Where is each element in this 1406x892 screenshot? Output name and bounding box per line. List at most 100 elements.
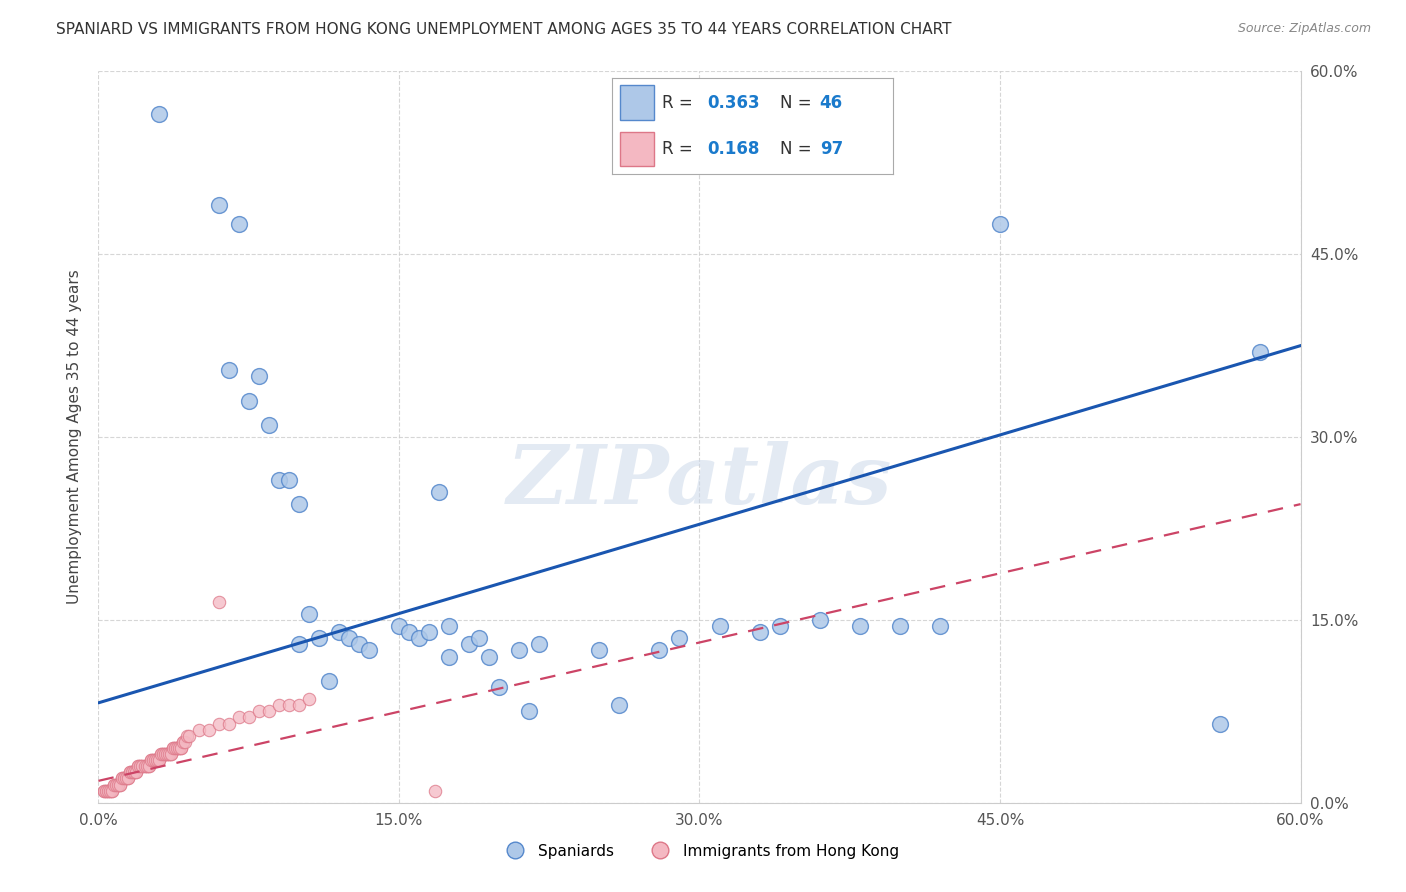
Point (277, 698, 299, 713)
Point (197, 723, 219, 737)
Point (427, 485, 450, 500)
Point (167, 740, 190, 755)
Point (748, 625, 770, 640)
Point (458, 637, 481, 651)
Point (388, 619, 411, 633)
Point (138, 759, 160, 773)
Point (169, 740, 191, 755)
Point (107, 778, 129, 792)
Point (177, 729, 200, 743)
Point (508, 643, 530, 657)
Text: 46: 46 (820, 94, 842, 112)
Point (328, 625, 350, 640)
Point (173, 735, 195, 749)
Point (152, 747, 174, 761)
Point (588, 643, 610, 657)
Point (288, 497, 311, 511)
Point (145, 753, 167, 767)
Point (114, 772, 136, 786)
Point (157, 747, 180, 761)
Point (115, 772, 138, 786)
Point (93, 783, 115, 797)
Point (93, 783, 115, 797)
Point (148, 753, 170, 767)
Point (288, 637, 311, 651)
Point (238, 710, 260, 724)
Point (277, 473, 299, 487)
Legend: Spaniards, Immigrants from Hong Kong: Spaniards, Immigrants from Hong Kong (494, 838, 905, 864)
Point (408, 632, 430, 646)
Point (228, 710, 250, 724)
Point (152, 747, 174, 761)
Point (148, 753, 170, 767)
Point (298, 692, 321, 706)
Point (101, 783, 124, 797)
Point (111, 772, 134, 786)
Point (131, 759, 153, 773)
Point (1250, 344, 1272, 359)
Point (131, 759, 153, 773)
Point (114, 772, 136, 786)
Point (121, 765, 143, 780)
Point (298, 607, 321, 621)
Point (139, 753, 162, 767)
Point (437, 649, 460, 664)
Point (107, 778, 129, 792)
Point (929, 619, 952, 633)
Point (488, 680, 510, 694)
Point (668, 632, 690, 646)
Point (103, 778, 125, 792)
Point (143, 753, 166, 767)
Bar (620, 131, 654, 166)
Point (267, 698, 290, 713)
Point (115, 772, 138, 786)
Text: N =: N = (780, 94, 817, 112)
Point (709, 619, 731, 633)
Point (124, 765, 146, 780)
Text: 0.363: 0.363 (707, 94, 759, 112)
Point (288, 698, 311, 713)
Point (167, 740, 190, 755)
Point (517, 705, 540, 719)
Point (159, 747, 181, 761)
Point (121, 765, 143, 780)
Point (247, 369, 270, 384)
Point (134, 759, 156, 773)
Point (257, 705, 280, 719)
Point (529, 637, 551, 651)
Point (808, 613, 831, 627)
Point (267, 473, 290, 487)
Point (128, 759, 150, 773)
Point (100, 783, 122, 797)
Point (218, 716, 240, 731)
Point (208, 716, 231, 731)
Point (418, 625, 440, 640)
Point (208, 594, 231, 608)
Point (247, 705, 270, 719)
Point (163, 740, 186, 755)
Y-axis label: Unemployment Among Ages 35 to 44 years: Unemployment Among Ages 35 to 44 years (66, 269, 82, 605)
Point (145, 753, 167, 767)
Text: Source: ZipAtlas.com: Source: ZipAtlas.com (1237, 22, 1371, 36)
Text: 0.168: 0.168 (707, 140, 759, 158)
Point (609, 698, 631, 713)
Point (176, 729, 198, 743)
Point (134, 759, 156, 773)
Point (153, 747, 176, 761)
Point (162, 740, 184, 755)
Point (423, 783, 446, 797)
Point (768, 619, 790, 633)
Point (110, 778, 132, 792)
Point (155, 747, 177, 761)
Point (148, 107, 170, 121)
Point (96, 783, 118, 797)
Bar (620, 86, 654, 120)
Point (398, 625, 420, 640)
Text: R =: R = (662, 94, 699, 112)
Point (172, 735, 194, 749)
Point (125, 765, 148, 780)
Point (117, 772, 139, 786)
Text: N =: N = (780, 140, 817, 158)
Point (143, 753, 166, 767)
Point (135, 759, 157, 773)
